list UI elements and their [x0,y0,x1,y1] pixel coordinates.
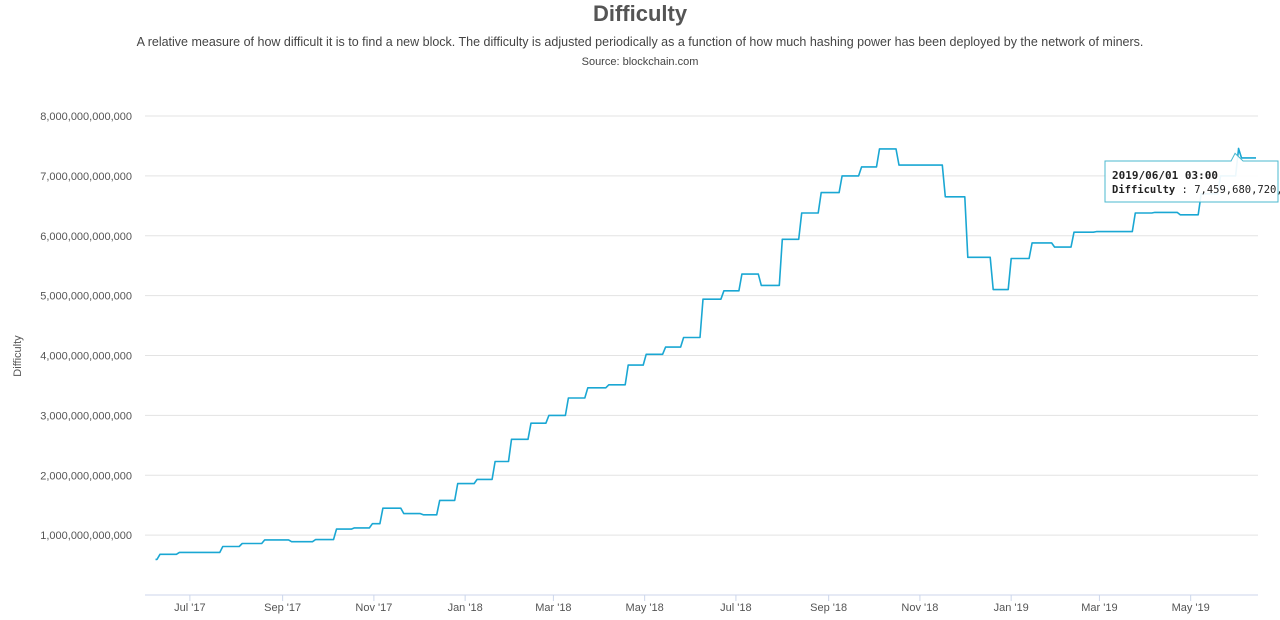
x-tick-label: Jan '18 [448,602,483,614]
x-tick-label: Nov '17 [355,602,392,614]
x-tick-label: Jan '19 [994,602,1029,614]
tooltip-body: Difficulty : 7,459,680,720,542 [1112,184,1280,196]
tooltip-label: Difficulty [1112,184,1176,196]
y-tick-label: 7,000,000,000,000 [40,171,132,183]
y-tick-label: 3,000,000,000,000 [40,410,132,422]
x-tick-label: Sep '18 [810,602,847,614]
x-axis-ticks: Jul '17 Sep '17 Nov '17 Jan '18 Mar '18 May '… [174,595,1210,614]
tooltip-separator: : [1175,184,1194,196]
tooltip-box [1104,152,1279,203]
x-tick-label: Nov '18 [901,602,938,614]
x-tick-label: Jul '17 [174,602,205,614]
y-tick-label: 2,000,000,000,000 [40,470,132,482]
y-tick-label: 6,000,000,000,000 [40,231,132,243]
tooltip-date: 2019/06/01 03:00 [1112,169,1218,182]
y-tick-label: 1,000,000,000,000 [40,530,132,542]
y-tick-label: 5,000,000,000,000 [40,291,132,303]
chart-title: Difficulty [592,1,688,26]
x-tick-label: Jul '18 [720,602,751,614]
y-tick-label: 8,000,000,000,000 [40,111,132,123]
tooltip-value: 7,459,680,720,542 [1194,184,1280,196]
x-tick-label: May '19 [1172,602,1210,614]
y-tick-label: 4,000,000,000,000 [40,351,132,363]
difficulty-series-line[interactable] [155,147,1257,561]
x-tick-label: May '18 [626,602,664,614]
chart-source: Source: blockchain.com [581,56,699,68]
tooltip: 2019/06/01 03:00 Difficulty : 7,459,680,… [1104,152,1280,203]
x-tick-label: Sep '17 [264,602,301,614]
x-tick-label: Mar '18 [535,602,571,614]
grid-lines [145,115,1258,536]
x-tick-label: Mar '19 [1081,602,1117,614]
y-axis-title: Difficulty [12,335,24,377]
chart-subtitle: A relative measure of how difficult it i… [136,35,1144,49]
y-axis-tick-labels: 1,000,000,000,000 2,000,000,000,000 3,000,… [40,111,132,542]
